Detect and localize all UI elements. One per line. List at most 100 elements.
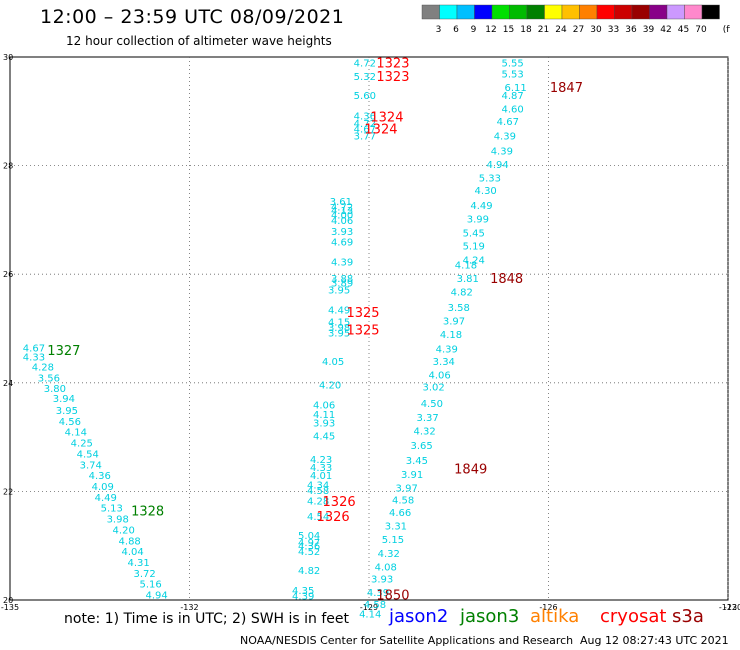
swh-point-label: 4.88 [119, 536, 141, 547]
swh-point-label: 6.11 [504, 83, 526, 94]
x-tick-label: -129 [360, 603, 378, 612]
swh-point-label: 4.36 [298, 542, 320, 553]
swh-point-label: 4.32 [414, 427, 436, 438]
swh-point-label: 3.81 [457, 274, 479, 285]
pass-id-label: 1847 [550, 81, 583, 96]
swh-point-label: 4.58 [307, 486, 329, 497]
swh-point-label: 3.88 [331, 274, 353, 285]
swh-point-label: 4.33 [23, 353, 45, 364]
swh-point-label: 3.72 [133, 569, 155, 580]
swh-point-label: 4.82 [451, 288, 473, 299]
pass-id-label: 1324 [370, 111, 403, 126]
swh-point-label: 4.28 [32, 363, 54, 374]
scale-label: 45 [678, 25, 689, 35]
swh-point-label: 4.31 [128, 558, 150, 569]
scale-label: 12 [485, 25, 496, 35]
swh-point-label: 4.82 [298, 566, 320, 577]
swh-point-label: 4.67 [354, 125, 376, 136]
swh-point-label: 5.55 [501, 58, 523, 69]
legend-cryosat: cryosat [600, 606, 667, 627]
swh-point-label: 5.16 [139, 580, 161, 591]
swh-point-label: 5.13 [101, 504, 123, 515]
swh-point-label: 4.36 [89, 471, 111, 482]
swh-point-label: 4.04 [122, 547, 144, 558]
swh-point-label: 4.20 [319, 380, 341, 391]
swh-point-label: 4.32 [378, 549, 400, 560]
swh-point-label: 4.06 [331, 216, 353, 227]
x-tick-label: -123 [719, 603, 737, 612]
y-tick-label: 30 [3, 53, 13, 62]
swh-point-label: 4.39 [367, 588, 389, 599]
pass-id-label: 1848 [490, 272, 523, 287]
pass-id-label: 1327 [47, 344, 80, 359]
swh-point-label: 3.34 [433, 357, 455, 368]
scale-label: 21 [538, 25, 549, 35]
pass-id-label: 1850 [376, 589, 409, 604]
swh-point-label: 4.49 [328, 305, 350, 316]
swh-point-label: 4.01 [310, 471, 332, 482]
swh-point-label: 3.91 [401, 470, 423, 481]
x-tick-label: -132 [180, 603, 198, 612]
x-tick-label: -135 [1, 603, 19, 612]
scale-label: 33 [608, 25, 619, 35]
footer-note: note: 1) Time is in UTC; 2) SWH is in fe… [64, 611, 350, 627]
swh-point-label: 5.15 [382, 535, 404, 546]
swh-point-label: 4.36 [354, 112, 376, 123]
swh-point-label: 4.39 [436, 345, 458, 356]
swh-point-label: 4.15 [328, 317, 350, 328]
swh-point-label: 5.33 [479, 174, 501, 185]
scale-label: 6 [453, 25, 459, 35]
swh-point-label: 3.74 [80, 460, 102, 471]
pass-id-label: 1325 [346, 324, 379, 339]
swh-point-label: 4.58 [364, 600, 386, 611]
swh-point-label: 3.45 [406, 456, 428, 467]
scale-unit: (ft) [723, 25, 730, 35]
swh-point-label: 4.14 [65, 428, 87, 439]
swh-point-label: 3.98 [328, 323, 350, 334]
swh-point-label: 3.77 [354, 132, 376, 143]
swh-point-label: 4.18 [440, 330, 462, 341]
swh-point-label: 4.39 [494, 132, 516, 143]
swh-point-label: 5.04 [298, 531, 320, 542]
x-tick-label: -120 [724, 603, 740, 612]
swh-point-label: 5.19 [463, 241, 485, 252]
y-tick-label: 26 [3, 270, 13, 279]
swh-point-label: 4.49 [470, 201, 492, 212]
swh-point-label: 4.39 [292, 592, 314, 603]
x-tick-label: -126 [539, 603, 557, 612]
swh-point-label: 4.56 [59, 417, 81, 428]
pass-id-label: 1325 [346, 306, 379, 321]
swh-point-label: 4.24 [463, 256, 485, 267]
swh-point-label: 4.52 [298, 547, 320, 558]
swh-point-label: 4.20 [113, 525, 135, 536]
swh-point-label: 3.65 [411, 441, 433, 452]
swh-point-label: 4.00 [331, 210, 353, 221]
swh-point-label: 4.30 [475, 186, 497, 197]
scale-label: 24 [555, 25, 567, 35]
swh-point-label: 5.32 [354, 72, 376, 83]
swh-point-label: 3.93 [371, 574, 393, 585]
swh-point-label: 4.67 [23, 344, 45, 355]
scale-label: 15 [503, 25, 514, 35]
swh-point-label: 3.93 [313, 418, 335, 429]
swh-point-label: 4.97 [298, 538, 320, 549]
swh-point-label: 4.58 [392, 496, 414, 507]
pass-id-label: 1849 [454, 463, 487, 478]
swh-point-label: 3.58 [448, 303, 470, 314]
swh-point-label: 4.23 [310, 455, 332, 466]
scale-label: 70 [695, 25, 707, 35]
legend-altika: altika [530, 606, 580, 627]
swh-point-label: 4.72 [331, 202, 353, 213]
pass-id-label: 1328 [131, 504, 164, 519]
pass-id-label: 1323 [376, 70, 409, 85]
swh-point-label: 5.60 [354, 91, 376, 102]
pass-id-label: 1326 [317, 510, 350, 525]
swh-point-label: 3.93 [331, 227, 353, 238]
swh-point-label: 4.06 [313, 401, 335, 412]
swh-point-label: 4.18 [455, 260, 477, 271]
swh-point-label: 3.94 [53, 394, 75, 405]
swh-point-label: 4.35 [292, 586, 314, 597]
legend-jason2: jason2 [389, 606, 449, 627]
swh-point-label: 4.94 [145, 591, 167, 602]
